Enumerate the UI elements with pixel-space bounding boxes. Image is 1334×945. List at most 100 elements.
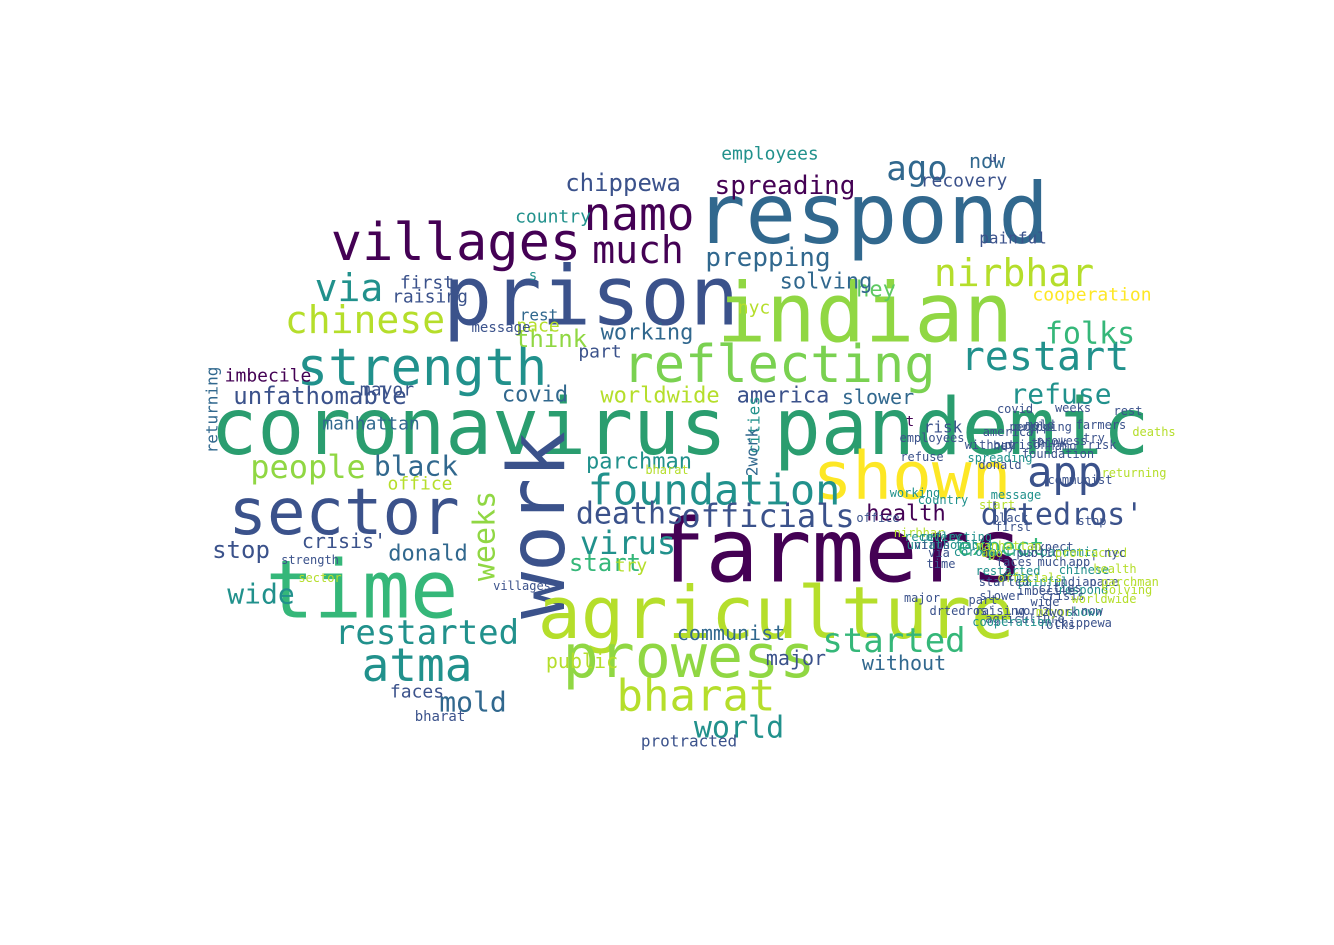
word: namo [1048,439,1077,453]
word: covid [997,402,1033,416]
word: ago [981,546,1003,560]
word: rest [1114,404,1143,418]
word: crisis' [302,529,386,553]
word: expect [1030,540,1073,554]
word: black [992,511,1029,525]
word: parchman [1101,575,1159,589]
word: foundation [1022,447,1094,461]
word: communist [1047,473,1112,487]
word: without [862,651,946,675]
word: slower [979,589,1022,603]
word: mold [439,686,506,719]
word: now [1081,604,1103,618]
word: america [737,384,830,409]
word: namo [584,187,695,241]
word: employees [721,144,819,165]
word: black [374,450,458,483]
word: start [569,549,641,577]
word: spreading [967,451,1032,465]
word: message [471,320,530,336]
word: villages [331,213,581,273]
word: rest [520,306,559,325]
word: expect [958,533,1045,561]
word: major [766,646,826,670]
word: part [969,593,998,607]
word: via [315,266,384,310]
word: unfathomable [233,382,406,410]
word: officials [681,497,854,535]
word: restarted [975,564,1040,578]
word: wide [227,578,294,611]
word: solving [780,270,873,295]
word: app' [1069,555,1098,569]
word: coronavirus pandemic [210,383,1149,473]
word: start [979,498,1015,512]
word: now [969,149,1006,173]
word: strength [297,338,547,398]
word: s [529,268,537,284]
word: foundation [588,466,841,515]
word: folks [1039,618,1075,632]
word: nyc [738,298,771,319]
word: wide [1031,595,1060,609]
word: bharat [617,671,776,722]
word: cities [745,396,764,454]
word: office [387,474,452,495]
word: restarted [335,613,519,653]
word: without [965,438,1016,452]
word: sector [228,476,459,550]
word: solving [1102,583,1153,597]
word: agriculture [985,612,1064,626]
word: first [995,520,1031,534]
word: respond [1058,583,1109,597]
word: painful [979,229,1046,248]
word: world [1016,604,1052,618]
word: 2work [743,428,762,477]
word: refuse [1010,378,1111,411]
word: risk [924,418,963,437]
word: t [906,414,914,430]
word: covid [502,383,568,408]
word: pace [1090,575,1119,589]
word: chippewa [1054,616,1112,630]
word: farmers [653,500,1024,603]
word: virus [580,524,676,562]
word: restart [961,334,1130,380]
word: health [1093,562,1136,576]
word: imbecile [1017,584,1075,598]
word: prowess [1037,434,1088,448]
word: risk [1088,438,1118,452]
word: country [515,207,591,228]
word: weeks [1055,401,1091,415]
word: painful [1018,575,1069,589]
word: villages [493,579,551,593]
word: prison [443,250,739,345]
word: app [1027,448,1103,497]
word: employees [899,431,964,445]
word: time [266,544,459,637]
word: protracted [1055,546,1127,560]
word: working [601,321,694,346]
word: pace [516,316,559,337]
word: reflecting [920,530,992,544]
word: agriculture [538,571,1015,655]
word: recovery [904,530,962,544]
word: prison [1004,438,1047,452]
word: deaths [1132,425,1175,439]
word: drtedros' [981,498,1144,533]
word: much [592,228,684,272]
word: worldwide [600,384,719,409]
word: world [694,711,784,746]
word: hey [856,278,896,303]
word: atma [1000,570,1029,584]
word: health [866,502,945,527]
word: try [615,556,648,577]
word: u [989,150,997,166]
word: work [493,431,583,619]
word: shown [1066,605,1102,619]
word: raising [392,287,468,308]
word: cities [1038,581,1081,595]
word: respond [695,165,1049,263]
word: coronavirus pandemic [954,545,1099,559]
